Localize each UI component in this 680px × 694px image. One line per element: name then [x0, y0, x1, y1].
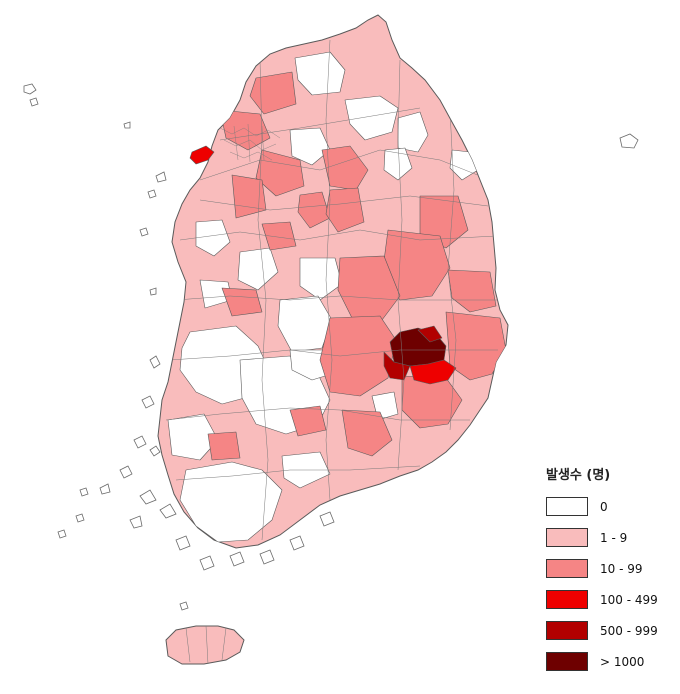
region-mid — [219, 109, 271, 151]
region-medium-high — [409, 359, 457, 385]
islet — [23, 83, 37, 95]
legend-swatch — [546, 559, 588, 578]
region-high — [417, 325, 443, 343]
region-mid — [319, 315, 397, 397]
region-zero — [277, 295, 333, 353]
region-zero — [237, 247, 279, 291]
legend-swatch — [546, 621, 588, 640]
southwest-islands — [57, 355, 335, 611]
islet — [155, 171, 167, 183]
region-zero — [195, 219, 231, 257]
legend-item: 0 — [546, 496, 671, 517]
region-zero — [344, 95, 399, 141]
region-zero — [299, 257, 343, 301]
islet — [149, 287, 157, 296]
region-mid — [321, 145, 369, 191]
legend-swatch — [546, 528, 588, 547]
region-mid — [325, 187, 365, 233]
region-mid — [341, 409, 393, 457]
region-mid — [207, 431, 241, 461]
region-zero — [167, 413, 219, 461]
region-zero — [383, 147, 413, 181]
legend-label: 0 — [600, 499, 608, 514]
region-mid — [297, 191, 331, 229]
legend-item: 10 - 99 — [546, 558, 671, 579]
legend-item: 1 - 9 — [546, 527, 671, 548]
region-zero — [179, 461, 283, 543]
islet — [139, 227, 149, 237]
region-mid — [249, 71, 297, 115]
region-zero — [294, 51, 346, 96]
map-legend: 발생수 (명) 0 1 - 9 10 - 99 100 - 499 500 - … — [546, 466, 671, 682]
legend-label: 1 - 9 — [600, 530, 628, 545]
legend-label: > 1000 — [600, 654, 645, 669]
region-mid — [447, 269, 497, 313]
legend-title: 발생수 (명) — [546, 468, 611, 483]
legend-label: 10 - 99 — [600, 561, 643, 576]
legend-item: > 1000 — [546, 651, 671, 672]
legend-item: 500 - 999 — [546, 620, 671, 641]
legend-label: 100 - 499 — [600, 592, 658, 607]
legend-swatch — [546, 497, 588, 516]
islet — [147, 189, 157, 199]
ulleung-island — [619, 133, 639, 149]
legend-swatch — [546, 652, 588, 671]
region-mid — [221, 287, 263, 317]
legend-swatch — [546, 590, 588, 609]
region-mid — [261, 221, 297, 251]
legend-label: 500 - 999 — [600, 623, 658, 638]
region-incheon-high — [189, 145, 215, 165]
region-zero — [289, 127, 331, 166]
region-mid — [289, 405, 327, 437]
islet — [29, 97, 39, 107]
islet — [123, 121, 131, 129]
region-mid — [231, 174, 267, 219]
jeju-island — [165, 625, 245, 665]
legend-item: 100 - 499 — [546, 589, 671, 610]
